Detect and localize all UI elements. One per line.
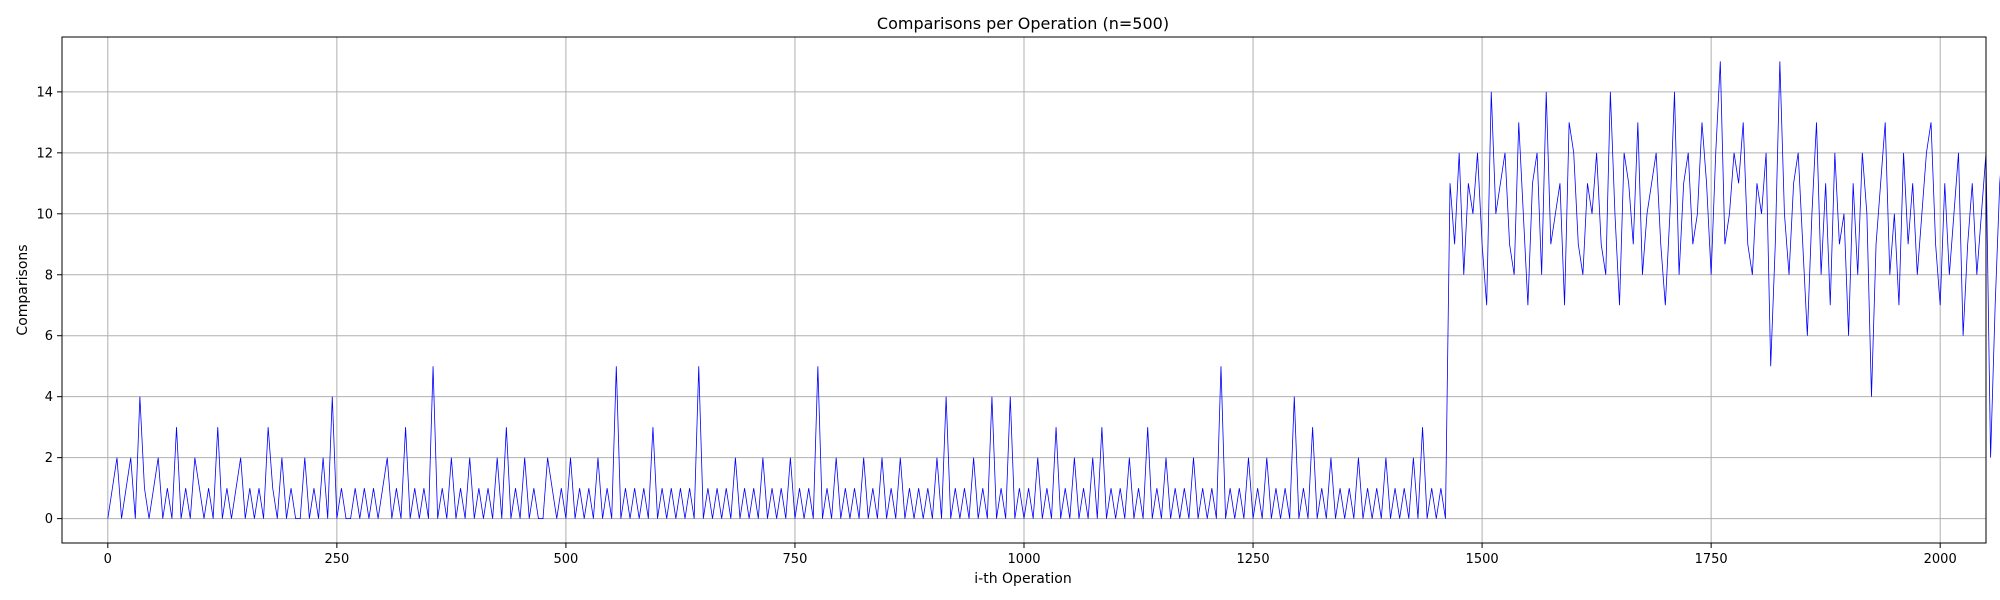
x-tick-label: 0 [104,552,112,567]
y-axis-label: Comparisons [15,244,31,335]
y-tick-label: 0 [45,512,53,527]
x-tick-label: 1000 [1007,552,1040,567]
x-tick-label: 250 [324,552,349,567]
grid-lines [62,37,1986,543]
y-tick-label: 4 [45,390,53,405]
x-axis-label: i-th Operation [974,571,1071,587]
y-tick-label: 12 [36,146,53,161]
x-tick-label: 1500 [1466,552,1499,567]
y-tick-label: 14 [36,85,53,100]
x-tick-label: 500 [553,552,578,567]
y-tick-label: 10 [36,207,53,222]
comparisons-series-line [107,61,2000,520]
x-tick-label: 1750 [1695,552,1728,567]
series-group [107,61,2000,520]
y-tick-label: 6 [45,329,53,344]
chart-title: Comparisons per Operation (n=500) [877,14,1169,33]
x-tick-label: 2000 [1924,552,1957,567]
axis-ticks: 0 250 500 750 1000 1250 1500 1750 2000 0 2 4 6 8 10 12 1… [36,85,1956,567]
y-tick-label: 2 [45,451,53,466]
x-tick-label: 1250 [1237,552,1270,567]
x-tick-label: 750 [783,552,808,567]
y-tick-label: 8 [45,268,53,283]
